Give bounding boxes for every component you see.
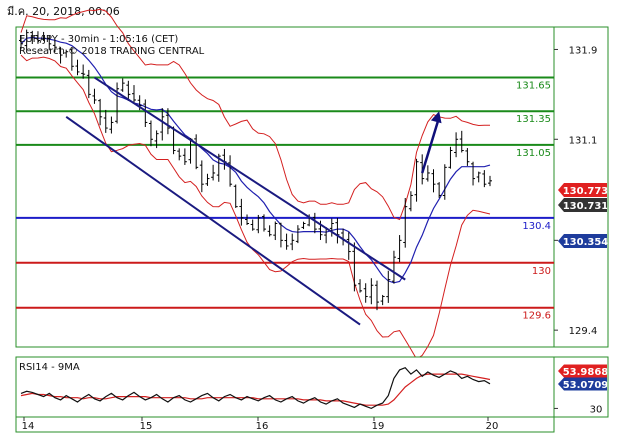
x-tick-label-0: 14 bbox=[22, 421, 35, 432]
rsi-badge-0 bbox=[564, 364, 607, 378]
rsi-frame bbox=[15, 356, 555, 418]
chart-title: EUR/JPY - 30min - 1:05:16 (CET) bbox=[19, 34, 178, 45]
price-badge-1 bbox=[564, 198, 607, 212]
rsi-badge-1 bbox=[564, 377, 607, 391]
price-tick-label-0: 131.9 bbox=[569, 45, 598, 56]
channel-layer bbox=[65, 76, 406, 326]
x-ticks-layer: 14 15 16 19 20 bbox=[22, 417, 499, 432]
x-axis: 14 15 16 19 20 bbox=[15, 416, 555, 433]
moving-average-line bbox=[20, 36, 491, 284]
rsi-badge-label-0: 53.9868 bbox=[563, 367, 609, 378]
price-badge-0 bbox=[564, 183, 607, 197]
level-label-2: 131.05 bbox=[516, 148, 551, 159]
level-label-0: 131.65 bbox=[516, 81, 551, 92]
timestamp: มี.ค. 20, 2018, 00:06 bbox=[7, 5, 120, 18]
price-badge-pointer-0 bbox=[558, 183, 564, 197]
moving-average-layer bbox=[20, 36, 491, 284]
price-tick-label-3: 129.4 bbox=[569, 326, 598, 337]
rsi-badges-layer: 53.9868 53.0709 bbox=[558, 364, 609, 391]
candles-layer bbox=[19, 29, 492, 311]
forecast-arrow-shaft bbox=[420, 116, 441, 174]
channel-upper-line bbox=[93, 76, 406, 281]
x-tick-label-2: 16 bbox=[256, 421, 269, 432]
price-badge-label-1: 130.731 bbox=[563, 201, 609, 212]
level-label-5: 129.6 bbox=[522, 311, 551, 322]
rsi-layer bbox=[20, 366, 491, 410]
rsi-ma-line bbox=[20, 373, 491, 406]
chart-subtitle: Research © 2018 TRADING CENTRAL bbox=[19, 46, 205, 57]
level-label-4: 130 bbox=[532, 266, 551, 277]
price-badge-pointer-2 bbox=[558, 234, 564, 248]
forecast-arrow-head bbox=[430, 111, 442, 124]
price-frame bbox=[15, 26, 555, 348]
rsi-badge-pointer-1 bbox=[558, 377, 564, 391]
level-label-3: 130.4 bbox=[522, 221, 551, 232]
price-badge-label-0: 130.773 bbox=[563, 186, 609, 197]
x-axis-frame bbox=[15, 416, 555, 433]
levels-layer: 131.65 131.35 131.05 130.4 130 129.6 bbox=[16, 76, 554, 322]
price-badge-2 bbox=[564, 234, 607, 248]
price-badges-layer: 130.773 130.731 130.354 bbox=[558, 183, 608, 248]
price-badge-label-2: 130.354 bbox=[563, 237, 609, 248]
price-badge-pointer-1 bbox=[558, 198, 564, 212]
rsi-title: RSI14 - 9MA bbox=[19, 362, 80, 373]
rsi-panel: 30 53.9868 53.0709 RSI14 - 9MA bbox=[15, 356, 609, 418]
level-label-1: 131.35 bbox=[516, 114, 551, 125]
rsi-tick-label-0: 30 bbox=[590, 404, 603, 415]
bollinger-upper bbox=[20, 8, 490, 221]
x-tick-label-1: 15 bbox=[140, 421, 153, 432]
x-tick-label-3: 19 bbox=[372, 421, 385, 432]
rsi-badge-label-1: 53.0709 bbox=[563, 380, 609, 391]
rsi-ticks-layer: 30 bbox=[554, 404, 602, 415]
arrow-layer bbox=[420, 111, 442, 174]
channel-lower-line bbox=[65, 116, 361, 326]
price-panel: 131.65 131.35 131.05 130.4 130 129.6 131.9 131… bbox=[15, 8, 609, 360]
x-tick-label-4: 20 bbox=[486, 421, 499, 432]
rsi-line bbox=[20, 366, 491, 410]
bollinger-layer bbox=[20, 8, 491, 360]
price-tick-label-1: 131.1 bbox=[569, 135, 598, 146]
bollinger-lower bbox=[20, 54, 491, 360]
rsi-badge-pointer-0 bbox=[558, 364, 564, 378]
